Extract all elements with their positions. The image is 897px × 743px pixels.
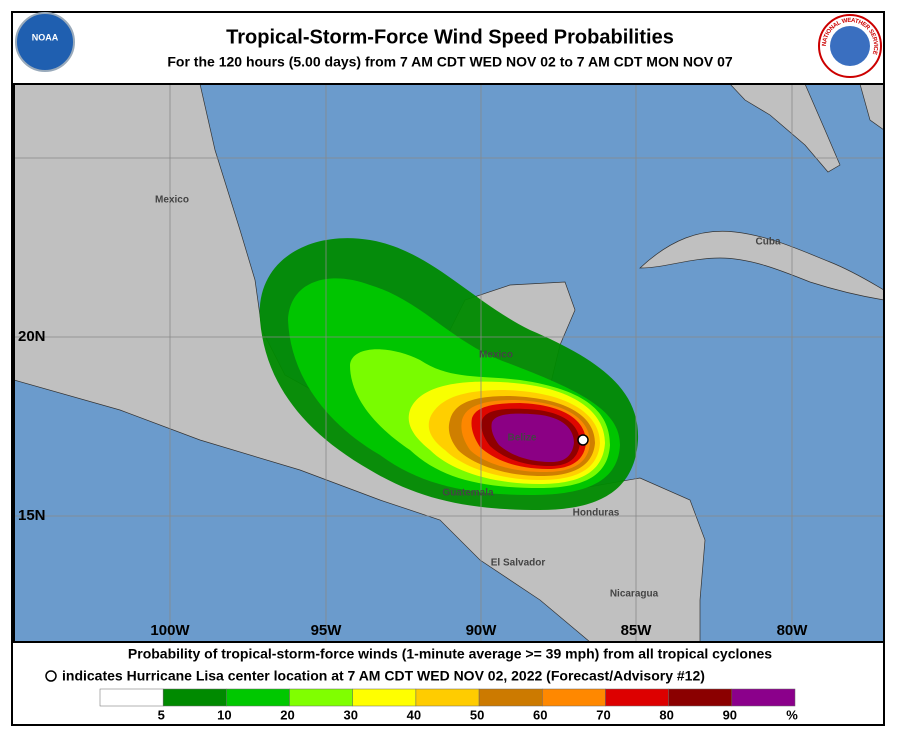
map-labels: 100W 95W 90W 85W 80W 20N 15N Mexico Mexico Cuba Be…	[18, 195, 808, 639]
title: Tropical-Storm-Force Wind Speed Probabil…	[226, 26, 674, 48]
legend-swatch	[162, 688, 227, 707]
legend-swatch	[352, 688, 417, 707]
nws-logo-inner	[830, 26, 870, 66]
center-symbol	[45, 670, 57, 682]
legend-swatch	[668, 688, 733, 707]
probability-contour	[491, 413, 574, 462]
graticule	[14, 84, 884, 642]
longitude-label: 90W	[466, 622, 498, 639]
legend-label: 30	[343, 707, 357, 722]
legend-swatch	[226, 688, 290, 707]
legend-swatch	[478, 688, 543, 707]
legend-swatch	[731, 688, 796, 707]
place-label: El Salvador	[491, 558, 546, 569]
legend-swatch	[605, 688, 669, 707]
place-label: Belize	[508, 433, 537, 444]
legend-swatch	[289, 688, 353, 707]
legend-label: 10	[217, 707, 231, 722]
legend-label: 60	[533, 707, 547, 722]
cuba	[639, 230, 884, 301]
legend-swatch	[415, 688, 480, 707]
legend-label: 50	[470, 707, 484, 722]
footer-line2: indicates Hurricane Lisa center location…	[62, 668, 705, 684]
map	[14, 84, 884, 642]
latitude-label: 20N	[18, 328, 46, 345]
place-label: Honduras	[573, 508, 620, 519]
longitude-label: 85W	[621, 622, 653, 639]
longitude-label: 95W	[311, 622, 343, 639]
noaa-logo	[15, 12, 75, 72]
legend-label: 90	[723, 707, 737, 722]
legend-swatch	[542, 688, 606, 707]
legend-label: 40	[407, 707, 421, 722]
legend-label: 80	[659, 707, 673, 722]
legend-swatch	[99, 688, 164, 707]
latitude-label: 15N	[18, 507, 46, 524]
place-label: Guatemala	[442, 488, 494, 499]
storm-center	[577, 434, 589, 446]
place-label: Cuba	[756, 237, 781, 248]
legend-label: 20	[280, 707, 294, 722]
map-border	[13, 83, 885, 643]
noaa-logo-text: NOAA	[32, 32, 59, 42]
land-ne	[859, 84, 884, 131]
place-label: Mexico	[479, 350, 513, 361]
subtitle: For the 120 hours (5.00 days) from 7 AM …	[167, 54, 732, 70]
legend-label: %	[786, 707, 798, 722]
probability-contours	[259, 238, 639, 511]
legend-label: 5	[158, 707, 165, 722]
legend: 5 10 20 30 40 50 60 70 80 90%	[99, 688, 798, 722]
footer-line1: Probability of tropical-storm-force wind…	[128, 646, 772, 662]
longitude-label: 80W	[777, 622, 809, 639]
longitude-label: 100W	[150, 622, 190, 639]
place-label: Nicaragua	[610, 589, 659, 600]
place-label: Mexico	[155, 195, 189, 206]
florida	[729, 84, 841, 173]
legend-label: 70	[596, 707, 610, 722]
